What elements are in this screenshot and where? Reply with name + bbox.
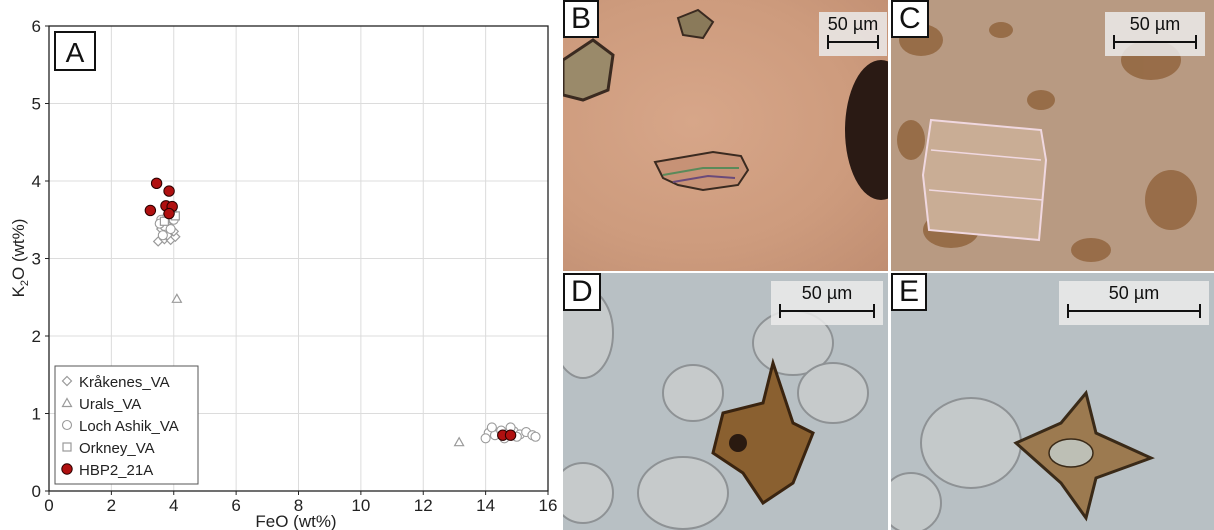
legend-label: Urals_VA — [79, 396, 141, 413]
y-tick-label: 2 — [32, 327, 41, 346]
y-tick-label: 3 — [32, 250, 41, 269]
panel-b-scale-bar: 50 µm — [819, 12, 887, 56]
data-point — [504, 429, 517, 441]
panel-b-shards — [563, 8, 888, 200]
x-tick-label: 14 — [476, 496, 495, 515]
data-point — [486, 422, 497, 433]
series-hbp2-21a — [144, 177, 517, 441]
panel-c-scale-bar: 50 µm — [1105, 12, 1205, 56]
panel-c-letter: C — [891, 0, 929, 38]
legend-items: Kråkenes_VA Urals_VA Loch Ashik_VA Orkney_V… — [61, 374, 179, 479]
glass-shard — [921, 118, 1048, 242]
panel-b-letter: B — [563, 0, 600, 38]
x-tick-label: 2 — [107, 496, 116, 515]
vesicle — [729, 434, 747, 452]
panel-d-shards — [563, 287, 869, 530]
data-point — [480, 433, 491, 444]
y-axis-label: K2O (wt%) — [9, 219, 31, 298]
y-axis-label-k: K — [9, 285, 28, 297]
vesicle — [1048, 438, 1094, 468]
data-point — [165, 224, 176, 235]
panel-b-scale-label: 50 µm — [827, 14, 879, 34]
legend-marker — [61, 419, 73, 431]
x-tick-label: 0 — [44, 496, 53, 515]
dark-particle — [845, 60, 888, 200]
panel-d-micrograph: D 50 µm — [563, 273, 888, 530]
panel-e-micrograph: E 50 µm — [891, 273, 1214, 530]
y-tick-label: 4 — [32, 172, 41, 191]
panel-e-scale-line — [1067, 304, 1201, 318]
shard-edge-fragment — [563, 38, 615, 102]
legend-item: Orkney_VA — [62, 440, 155, 457]
legend-marker — [62, 442, 72, 452]
glass-shard — [711, 357, 815, 506]
panel-d-letter: D — [563, 273, 601, 311]
legend-label: Loch Ashik_VA — [79, 418, 179, 435]
panel-e-letter: E — [891, 273, 928, 311]
y-tick-label: 6 — [32, 17, 41, 36]
x-tick-label: 16 — [539, 496, 558, 515]
panel-d-scale-bar: 50 µm — [771, 281, 883, 325]
panel-e-scale-bar: 50 µm — [1059, 281, 1209, 325]
data-points — [144, 177, 541, 447]
data-point — [453, 436, 465, 447]
legend: Kråkenes_VA Urals_VA Loch Ashik_VA Orkney_V… — [54, 365, 199, 485]
series-loch-ashik-va — [154, 205, 541, 444]
panel-a-letter-box — [54, 31, 96, 71]
data-point — [163, 207, 175, 220]
legend-item: HBP2_21A — [61, 462, 153, 479]
data-point — [171, 293, 183, 303]
y-tick-label: 5 — [32, 95, 41, 114]
legend-item: Kråkenes_VA — [61, 374, 170, 391]
svg-text:K2O (wt%): K2O (wt%) — [9, 219, 31, 298]
panel-a-letter: A — [66, 37, 85, 68]
legend-marker — [61, 375, 73, 387]
y-tick-label: 1 — [32, 405, 41, 424]
legend-item: Loch Ashik_VA — [61, 418, 179, 435]
panel-e-shards — [891, 389, 1155, 530]
panel-d-scale-line — [779, 304, 875, 318]
panel-c-scale-line — [1113, 35, 1197, 49]
panel-e-scale-label: 50 µm — [1108, 283, 1160, 303]
data-point — [150, 177, 163, 190]
panel-b-scale-line — [827, 35, 879, 49]
series-urals-va — [171, 293, 465, 447]
panel-b-micrograph: B 50 µm — [563, 0, 888, 271]
legend-label: Kråkenes_VA — [79, 374, 170, 391]
legend-label: HBP2_21A — [79, 462, 153, 479]
legend-item: Urals_VA — [61, 396, 141, 413]
data-point — [144, 204, 157, 217]
y-tick-label: 0 — [32, 482, 41, 501]
x-tick-label: 8 — [294, 496, 303, 515]
shard-top-fragment — [676, 8, 715, 40]
y-axis-label-rest: O (wt%) — [9, 219, 28, 280]
panel-c-micrograph: C 50 µm — [891, 0, 1214, 271]
glass-shard — [653, 150, 750, 192]
x-tick-label: 10 — [351, 496, 370, 515]
legend-marker — [61, 397, 73, 408]
legend-box — [54, 365, 199, 485]
y-axis-label-subscript: 2 — [19, 280, 31, 286]
panel-d-scale-label: 50 µm — [801, 283, 853, 303]
x-tick-label: 4 — [169, 496, 178, 515]
data-point — [157, 230, 168, 241]
data-point — [163, 185, 175, 197]
legend-marker — [61, 463, 73, 475]
x-axis-label: FeO (wt%) — [255, 512, 336, 530]
data-point — [159, 216, 169, 226]
legend-label: Orkney_VA — [79, 440, 155, 457]
x-tick-label: 6 — [231, 496, 240, 515]
panel-c-scale-label: 50 µm — [1129, 14, 1181, 34]
x-tick-label: 12 — [414, 496, 433, 515]
data-point — [530, 431, 541, 442]
